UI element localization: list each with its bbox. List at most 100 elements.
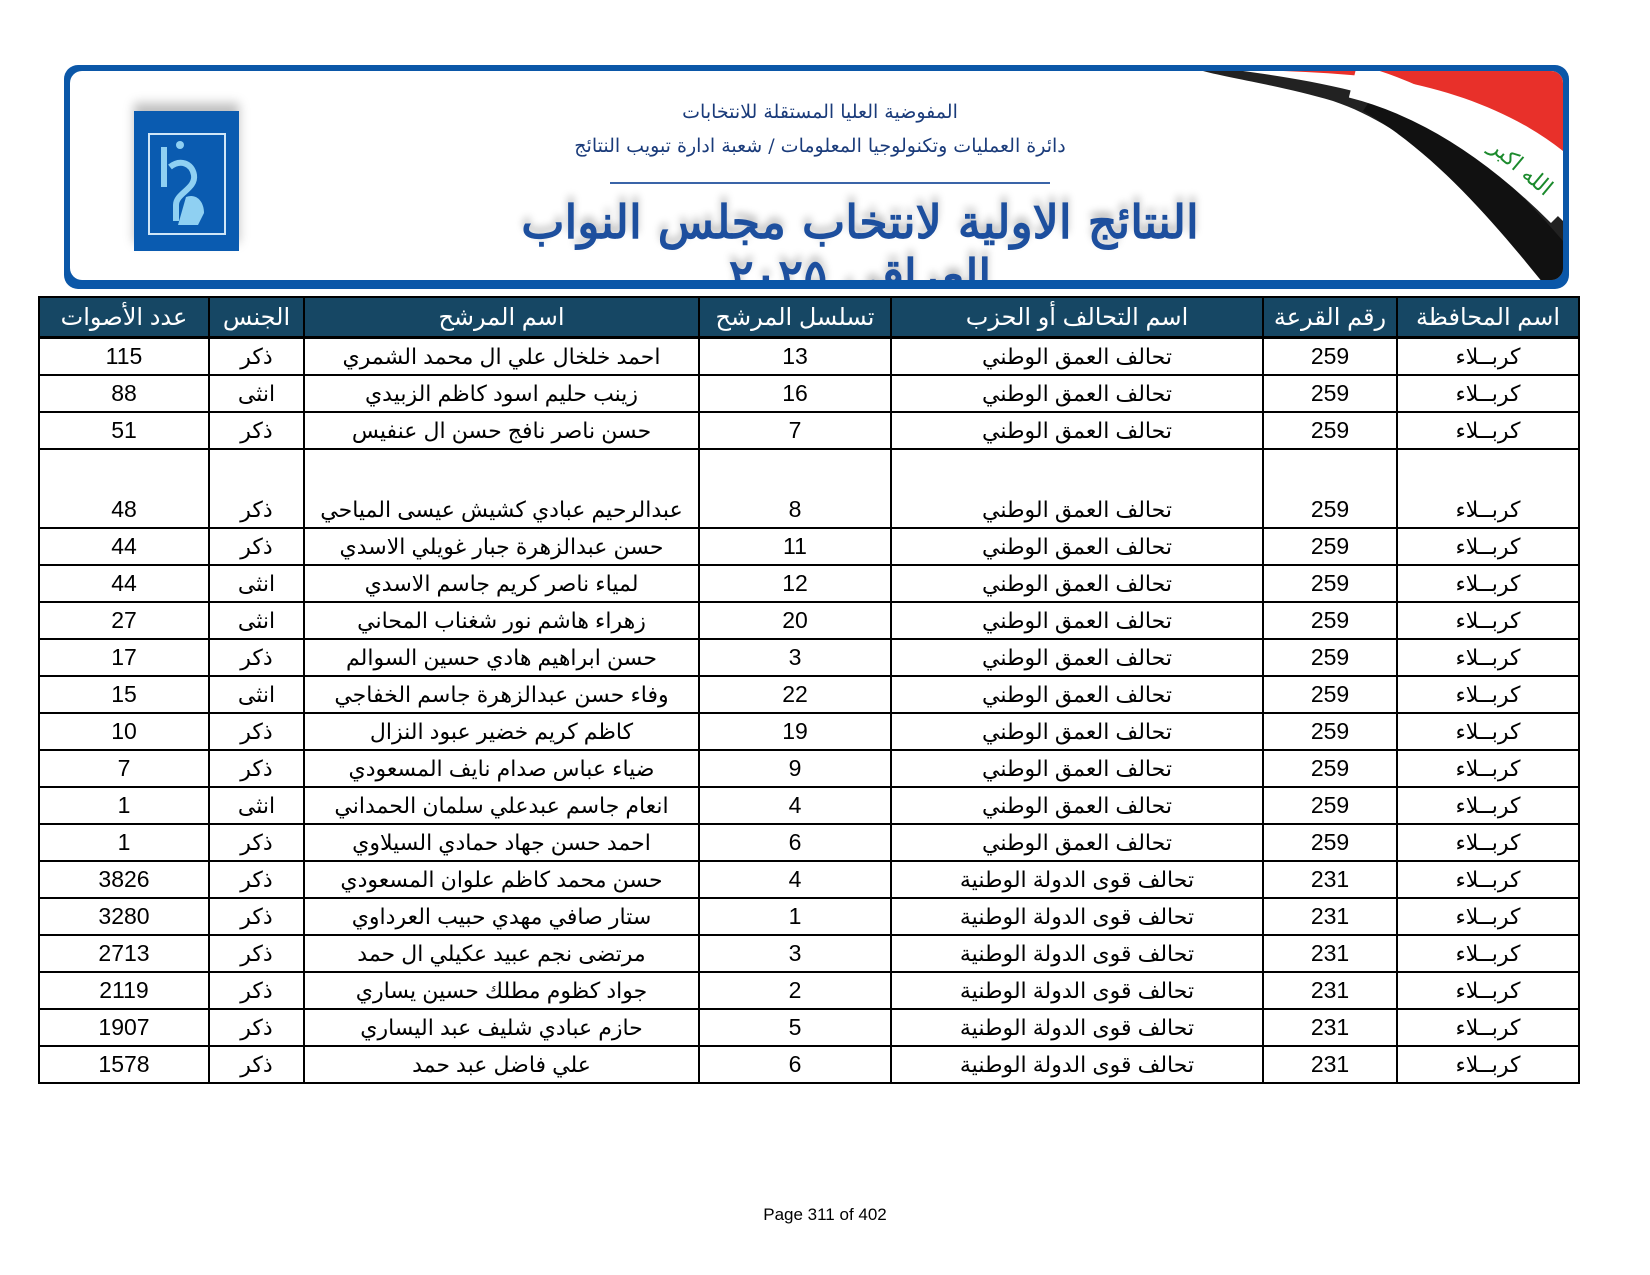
table-row: كربــلاء 259 تحالف العمق الوطني 20 زهراء هاش… xyxy=(38,601,1580,640)
ihec-logo xyxy=(134,111,239,251)
cell-lot-number: 259 xyxy=(1262,527,1398,566)
column-header-party: اسم التحالف أو الحزب xyxy=(890,296,1264,339)
cell-lot-number: 231 xyxy=(1262,897,1398,936)
cell-gender: ذكر xyxy=(208,638,305,677)
iraq-flag-icon: الله اكبر xyxy=(1203,71,1563,280)
cell-candidate-seq: 1 xyxy=(698,897,892,936)
cell-gender: ذكر xyxy=(208,971,305,1010)
column-header-candidate-name: اسم المرشح xyxy=(303,296,700,339)
column-header-lot-number: رقم القرعة xyxy=(1262,296,1398,339)
cell-votes: 7 xyxy=(38,749,210,788)
cell-candidate-seq: 22 xyxy=(698,675,892,714)
cell-lot-number: 259 xyxy=(1262,675,1398,714)
cell-party: تحالف قوى الدولة الوطنية xyxy=(890,1008,1264,1047)
table-row: كربــلاء 231 تحالف قوى الدولة الوطنية 4 حسن … xyxy=(38,860,1580,899)
cell-candidate-seq: 3 xyxy=(698,638,892,677)
cell-province: كربــلاء xyxy=(1396,675,1580,714)
cell-province: كربــلاء xyxy=(1396,749,1580,788)
table-row: كربــلاء 259 تحالف العمق الوطني 13 احمد خلخا… xyxy=(38,336,1580,376)
table-row: كربــلاء 259 تحالف العمق الوطني 16 زينب حليم… xyxy=(38,374,1580,413)
cell-party: تحالف العمق الوطني xyxy=(890,601,1264,640)
cell-party: تحالف قوى الدولة الوطنية xyxy=(890,860,1264,899)
cell-party: تحالف العمق الوطني xyxy=(890,823,1264,862)
table-row: كربــلاء 231 تحالف قوى الدولة الوطنية 1 ستار… xyxy=(38,897,1580,936)
cell-lot-number: 231 xyxy=(1262,1045,1398,1084)
column-header-votes: عدد الأصوات xyxy=(38,296,210,339)
cell-votes: 17 xyxy=(38,638,210,677)
cell-votes: 48 xyxy=(38,448,210,529)
cell-candidate-seq: 3 xyxy=(698,934,892,973)
header-banner: المفوضية العليا المستقلة للانتخابات دائر… xyxy=(64,65,1569,289)
page-number: Page 311 of 402 xyxy=(763,1205,887,1224)
cell-candidate-name: حازم عبادي شليف عبد اليساري xyxy=(303,1008,700,1047)
cell-votes: 1907 xyxy=(38,1008,210,1047)
cell-candidate-seq: 2 xyxy=(698,971,892,1010)
cell-gender: ذكر xyxy=(208,527,305,566)
cell-party: تحالف العمق الوطني xyxy=(890,638,1264,677)
cell-lot-number: 259 xyxy=(1262,448,1398,529)
table-row: كربــلاء 259 تحالف العمق الوطني 9 ضياء عباس … xyxy=(38,749,1580,788)
cell-candidate-name: جواد كظوم مطلك حسين يساري xyxy=(303,971,700,1010)
cell-candidate-seq: 19 xyxy=(698,712,892,751)
cell-party: تحالف العمق الوطني xyxy=(890,527,1264,566)
cell-province: كربــلاء xyxy=(1396,336,1580,376)
cell-lot-number: 259 xyxy=(1262,749,1398,788)
table-row: كربــلاء 231 تحالف قوى الدولة الوطنية 2 جواد… xyxy=(38,971,1580,1010)
cell-votes: 27 xyxy=(38,601,210,640)
cell-candidate-name: احمد خلخال علي ال محمد الشمري xyxy=(303,336,700,376)
cell-lot-number: 259 xyxy=(1262,823,1398,862)
cell-province: كربــلاء xyxy=(1396,860,1580,899)
cell-province: كربــلاء xyxy=(1396,527,1580,566)
cell-votes: 51 xyxy=(38,411,210,450)
table-header-row: اسم المحافظة رقم القرعة اسم التحالف أو الح… xyxy=(38,296,1580,339)
cell-candidate-name: حسن محمد كاظم علوان المسعودي xyxy=(303,860,700,899)
cell-party: تحالف العمق الوطني xyxy=(890,749,1264,788)
cell-gender: انثى xyxy=(208,675,305,714)
cell-votes: 15 xyxy=(38,675,210,714)
org-name: المفوضية العليا المستقلة للانتخابات xyxy=(682,101,958,123)
cell-votes: 3826 xyxy=(38,860,210,899)
cell-gender: ذكر xyxy=(208,411,305,450)
cell-province: كربــلاء xyxy=(1396,971,1580,1010)
column-header-province: اسم المحافظة xyxy=(1396,296,1580,339)
cell-province: كربــلاء xyxy=(1396,786,1580,825)
cell-lot-number: 259 xyxy=(1262,336,1398,376)
table-row: كربــلاء 259 تحالف العمق الوطني 7 حسن ناصر ن… xyxy=(38,411,1580,450)
cell-lot-number: 259 xyxy=(1262,712,1398,751)
cell-gender: ذكر xyxy=(208,712,305,751)
cell-candidate-name: زينب حليم اسود كاظم الزبيدي xyxy=(303,374,700,413)
cell-party: تحالف العمق الوطني xyxy=(890,712,1264,751)
cell-party: تحالف العمق الوطني xyxy=(890,336,1264,376)
cell-votes: 115 xyxy=(38,336,210,376)
cell-gender: انثى xyxy=(208,564,305,603)
cell-party: تحالف قوى الدولة الوطنية xyxy=(890,897,1264,936)
cell-lot-number: 259 xyxy=(1262,564,1398,603)
table-row: كربــلاء 231 تحالف قوى الدولة الوطنية 5 حازم… xyxy=(38,1008,1580,1047)
cell-candidate-seq: 4 xyxy=(698,860,892,899)
cell-party: تحالف العمق الوطني xyxy=(890,448,1264,529)
table-row: كربــلاء 259 تحالف العمق الوطني 3 حسن ابراهي… xyxy=(38,638,1580,677)
cell-gender: ذكر xyxy=(208,823,305,862)
cell-party: تحالف العمق الوطني xyxy=(890,411,1264,450)
cell-party: تحالف قوى الدولة الوطنية xyxy=(890,934,1264,973)
cell-candidate-name: ضياء عباس صدام نايف المسعودي xyxy=(303,749,700,788)
cell-candidate-seq: 4 xyxy=(698,786,892,825)
cell-votes: 1 xyxy=(38,823,210,862)
cell-candidate-name: حسن ابراهيم هادي حسين السوالم xyxy=(303,638,700,677)
cell-gender: انثى xyxy=(208,601,305,640)
page-title: النتائج الاولية لانتخاب مجلس النواب العر… xyxy=(521,195,1199,280)
cell-lot-number: 231 xyxy=(1262,1008,1398,1047)
cell-province: كربــلاء xyxy=(1396,1008,1580,1047)
cell-candidate-name: احمد حسن جهاد حمادي السيلاوي xyxy=(303,823,700,862)
cell-gender: ذكر xyxy=(208,1008,305,1047)
cell-candidate-seq: 5 xyxy=(698,1008,892,1047)
cell-candidate-seq: 16 xyxy=(698,374,892,413)
cell-lot-number: 231 xyxy=(1262,971,1398,1010)
cell-votes: 88 xyxy=(38,374,210,413)
cell-votes: 2119 xyxy=(38,971,210,1010)
cell-lot-number: 259 xyxy=(1262,601,1398,640)
table-row: كربــلاء 259 تحالف العمق الوطني 4 انعام جاسم… xyxy=(38,786,1580,825)
cell-province: كربــلاء xyxy=(1396,564,1580,603)
cell-votes: 10 xyxy=(38,712,210,751)
table-row: كربــلاء 259 تحالف العمق الوطني 22 وفاء حسن … xyxy=(38,675,1580,714)
